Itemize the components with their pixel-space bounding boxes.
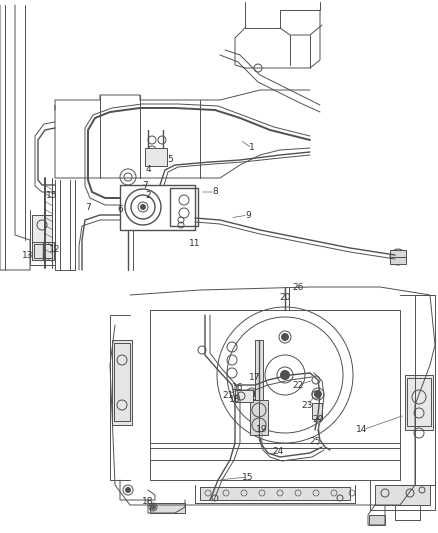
Bar bbox=[235, 390, 253, 402]
Text: 22: 22 bbox=[293, 381, 304, 390]
Bar bbox=[114, 343, 130, 421]
Bar bbox=[390, 250, 406, 264]
Circle shape bbox=[248, 390, 256, 398]
Text: 18: 18 bbox=[142, 497, 154, 506]
Text: 20: 20 bbox=[312, 416, 324, 424]
Text: 9: 9 bbox=[245, 211, 251, 220]
Text: 5: 5 bbox=[167, 156, 173, 165]
Bar bbox=[34, 244, 52, 258]
Text: 15: 15 bbox=[46, 190, 58, 199]
Bar bbox=[405, 375, 433, 430]
Circle shape bbox=[150, 504, 156, 510]
Text: 13: 13 bbox=[22, 251, 34, 260]
Text: 16: 16 bbox=[232, 384, 244, 392]
Text: 1: 1 bbox=[249, 143, 255, 152]
Text: 21: 21 bbox=[223, 391, 234, 400]
Text: 12: 12 bbox=[49, 246, 61, 254]
Circle shape bbox=[390, 249, 406, 265]
Text: 2: 2 bbox=[145, 190, 151, 199]
Bar bbox=[150, 503, 185, 513]
Bar bbox=[200, 487, 350, 500]
Text: 7: 7 bbox=[142, 181, 148, 190]
Circle shape bbox=[314, 390, 322, 398]
Bar bbox=[145, 148, 167, 166]
Text: 26: 26 bbox=[292, 284, 304, 293]
Text: 18: 18 bbox=[229, 395, 241, 405]
Bar bbox=[32, 242, 54, 260]
Text: 8: 8 bbox=[212, 188, 218, 197]
Circle shape bbox=[281, 333, 289, 341]
Circle shape bbox=[140, 204, 146, 210]
Circle shape bbox=[280, 370, 290, 380]
Text: 4: 4 bbox=[145, 166, 151, 174]
Text: 11: 11 bbox=[189, 238, 201, 247]
Text: 20: 20 bbox=[279, 294, 291, 303]
Text: 15: 15 bbox=[242, 472, 254, 481]
Bar bbox=[32, 215, 52, 260]
Bar bbox=[170, 188, 198, 226]
Text: 6: 6 bbox=[117, 206, 123, 214]
Bar bbox=[369, 515, 385, 525]
Bar bbox=[250, 400, 268, 435]
Text: 19: 19 bbox=[256, 425, 268, 434]
Text: 25: 25 bbox=[309, 438, 321, 447]
Bar bbox=[312, 403, 322, 419]
Bar bbox=[255, 340, 263, 400]
Bar bbox=[407, 378, 431, 426]
Circle shape bbox=[125, 487, 131, 493]
Bar bbox=[112, 340, 132, 425]
Text: 17: 17 bbox=[249, 374, 261, 383]
Text: 7: 7 bbox=[85, 204, 91, 213]
Text: 23: 23 bbox=[301, 400, 313, 409]
Bar bbox=[375, 485, 430, 505]
Text: 24: 24 bbox=[272, 448, 284, 456]
Text: 14: 14 bbox=[356, 425, 367, 434]
